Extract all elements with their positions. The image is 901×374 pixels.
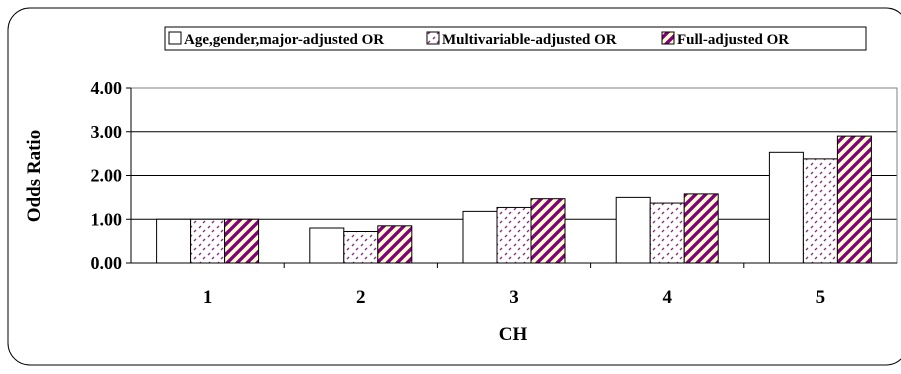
legend: Age,gender,major-adjusted OR Multivariabl… [164,26,867,51]
bar-series1-cat5 [768,151,804,264]
legend-label-2: Multivariable-adjusted OR [442,32,617,48]
y-tick-label: 1.00 [91,209,123,229]
bar-series1-cat3 [462,210,498,264]
y-tick-labels: 0.00 1.00 2.00 3.00 4.00 [91,78,123,273]
bar-series3-cat3 [530,198,566,264]
bar-series1-cat1 [156,218,192,264]
bar-series1-cat2 [309,227,345,264]
axes [126,87,897,268]
legend-swatch-2 [426,31,440,45]
bar-series2-cat4 [649,202,685,264]
bar-series3-cat1 [224,218,260,264]
legend-swatch-1 [168,31,182,45]
chart-border [7,7,901,366]
bar-series3-cat5 [836,135,872,264]
bar-series3-cat4 [683,193,719,264]
legend-label-1: Age,gender,major-adjusted OR [184,32,384,48]
x-axis-label: CH [499,324,528,345]
bar-series2-cat5 [802,158,838,264]
bars [156,135,872,264]
x-tick-label: 1 [203,287,213,308]
bar-series3-cat2 [377,225,413,264]
y-axis-label: Odds Ratio [24,130,45,222]
x-tick-label: 4 [662,287,672,308]
bar-series2-cat3 [496,206,532,264]
y-tick-label: 2.00 [91,166,123,186]
bar-series2-cat2 [343,231,379,264]
y-tick-label: 0.00 [91,253,123,273]
legend-label-3: Full-adjusted OR [677,32,789,48]
bar-series1-cat4 [615,196,651,264]
x-tick-label: 2 [356,287,366,308]
bar-series2-cat1 [190,218,226,264]
x-tick-labels: 1 2 3 4 5 [203,287,825,308]
legend-box [164,26,867,51]
legend-swatch-3 [661,31,675,45]
y-tick-label: 4.00 [91,78,123,98]
x-tick-label: 5 [816,287,826,308]
y-tick-label: 3.00 [91,122,123,142]
x-tick-label: 3 [509,287,519,308]
